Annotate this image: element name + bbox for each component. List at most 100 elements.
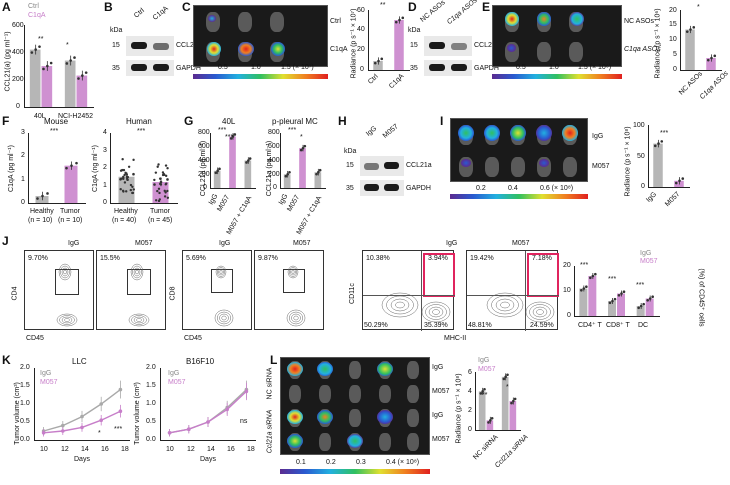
g1-ytick-600: 600 — [198, 143, 210, 150]
bar-G-pMC-1-0 — [299, 148, 306, 188]
point-J-1-0-1 — [611, 299, 614, 303]
e-row-nc: NC ASOs — [624, 18, 654, 25]
j-axis-cd45-1: CD45 — [26, 335, 44, 342]
b-marker-15: 15 — [112, 42, 120, 49]
contour-0-4 — [58, 263, 72, 281]
sample-dot-0-15 — [122, 168, 126, 172]
bar-F-human-0-0 — [118, 176, 135, 203]
j-legend-m057: M057 — [640, 258, 658, 265]
contour-8-4 — [381, 292, 419, 318]
f-human-xaxis — [110, 203, 178, 204]
legend-c1qa: C1qA — [28, 12, 46, 19]
j-flow-dc-m057 — [466, 250, 559, 331]
point-A-0-0-2 — [38, 45, 41, 48]
l-scale-3: 0.3 — [356, 459, 366, 466]
d-blot-gapdh — [424, 60, 472, 76]
c-ytick-60: 60 — [357, 7, 365, 14]
point-E-0-0-2 — [692, 26, 696, 29]
contour-4-4 — [215, 265, 227, 279]
sample-dot-1-13 — [157, 187, 161, 190]
sample-dot-0-12 — [125, 190, 128, 193]
j-sig-dc: *** — [636, 282, 645, 289]
f-title-human: Human — [126, 117, 152, 126]
k1-yaxis — [34, 368, 35, 440]
panel-label-i: I — [440, 114, 444, 128]
point-A-0-1-2 — [49, 61, 53, 65]
chart-i — [653, 139, 685, 187]
contour-5-2 — [219, 313, 229, 323]
point-C-0-0-2 — [380, 57, 384, 61]
point-G-40L-0-0-2 — [218, 167, 221, 171]
bar-J-1-1 — [617, 293, 625, 316]
sample-dot-0-25 — [127, 165, 131, 168]
bar-C-0-0 — [373, 61, 383, 70]
point-E-0-0-0 — [685, 30, 689, 33]
g-title-pmc: p-pleural MC — [272, 117, 318, 126]
k2-yaxis — [160, 368, 161, 440]
contour-7-4 — [286, 309, 306, 327]
f-title-mouse: Mouse — [44, 117, 69, 126]
point-C-0-0-1 — [377, 59, 380, 63]
k-ylabel-2: Tumor volume (cm³) — [133, 382, 141, 445]
i-ytick-0: 0 — [641, 183, 645, 190]
sample-dot-1-10 — [164, 164, 168, 167]
l-ytick-6: 6 — [468, 369, 472, 376]
c-row-ctrl: Ctrl — [330, 18, 341, 25]
g-sig-4: * — [300, 134, 303, 141]
c-ytick-0: 0 — [360, 66, 364, 73]
sample-dot-0-8 — [121, 168, 124, 172]
contour-0-1 — [63, 269, 67, 275]
l-scale-1: 0.1 — [296, 459, 306, 466]
c-scale-1: 0.5 — [218, 64, 228, 71]
k2-ytick-15: 1.5 — [146, 382, 156, 389]
i-ytick-50: 50 — [637, 153, 645, 160]
i-row-m057: M057 — [592, 163, 610, 170]
f-h-cat-tumor: Tumor — [150, 208, 170, 215]
j-sig-cd4: *** — [580, 262, 589, 269]
k2-ytick-20: 2.0 — [146, 364, 156, 371]
k-legend-m057-2: M057 — [168, 379, 186, 386]
point-I-0-0-0 — [653, 144, 657, 148]
sample-dot-0-22 — [131, 185, 134, 189]
a-sig-1: ** — [38, 36, 44, 43]
point-J-0-1-2 — [594, 272, 597, 276]
i-ytick-100: 100 — [633, 122, 645, 129]
sample-dot-1-23 — [156, 165, 159, 168]
c-xaxis — [368, 70, 410, 71]
contour-3-2 — [133, 316, 145, 324]
g2-ytick-200: 200 — [268, 171, 280, 178]
sample-dot-1-5 — [158, 182, 162, 186]
point-F-human-0-0-2 — [132, 172, 135, 176]
panel-label-a: A — [2, 0, 11, 14]
k2-ytick-0: 0.0 — [146, 436, 156, 443]
contour-2-2 — [133, 267, 141, 277]
g1-yaxis — [210, 133, 211, 188]
e-colorbar — [492, 74, 622, 79]
point-J-2-0-1 — [639, 304, 643, 308]
g2-ytick-400: 400 — [268, 157, 280, 164]
d-protein-gapdh: GAPDH — [474, 65, 499, 72]
j-pct-dc-igg-br: 35.39% — [424, 322, 448, 329]
bar-G-40L-0-0 — [213, 170, 221, 188]
point-G-pMC-2-0-0 — [315, 172, 318, 176]
sample-dot-1-26 — [164, 174, 168, 178]
bar-J-0-0 — [579, 288, 588, 316]
k1-ytick-0: 0.0 — [20, 436, 30, 443]
j-ytick-10: 10 — [563, 287, 571, 294]
k-legend-m057-1: M057 — [40, 379, 58, 386]
h-marker-35: 35 — [346, 185, 354, 192]
point-J-0-0-1 — [582, 287, 586, 290]
contour-4-3 — [217, 267, 225, 277]
contour-4-1 — [219, 270, 223, 274]
g1-ytick-400: 400 — [198, 157, 210, 164]
f-m-ytick-2: 2 — [21, 152, 25, 159]
contour-2-1 — [135, 269, 139, 275]
point-J-1-1-0 — [617, 294, 621, 297]
sample-dot-0-5 — [129, 183, 133, 187]
contour-11-4 — [525, 301, 555, 323]
point-C-0-0-0 — [373, 61, 377, 65]
sample-dot-0-13 — [121, 158, 124, 161]
point-F-mouse-1-0-2 — [75, 161, 78, 165]
d-protein-ccl21a: CCL21a — [474, 42, 500, 49]
